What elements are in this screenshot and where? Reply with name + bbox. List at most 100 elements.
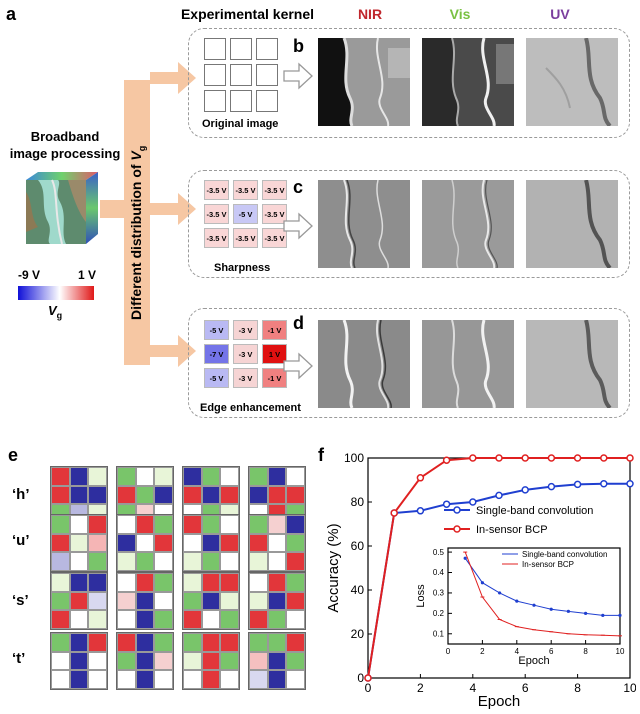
letter-kernel-grid	[248, 466, 306, 524]
data-point	[626, 454, 634, 462]
x-tick-label: 10	[623, 681, 636, 695]
data-point	[469, 498, 477, 506]
letter-kernel-cell	[183, 651, 202, 671]
header-uv: UV	[550, 6, 570, 22]
letter-kernel-cell	[51, 552, 70, 571]
letter-kernel-cell	[135, 651, 155, 671]
letter-kernel-cell	[249, 573, 268, 592]
nir-sharpness-image	[318, 180, 410, 268]
letter-kernel-cell	[201, 467, 221, 486]
letter-kernel-cell	[135, 573, 155, 592]
panel-label-e: e	[8, 445, 19, 465]
letter-kernel-cell	[154, 651, 173, 671]
x-tick-label: 10	[616, 647, 625, 656]
letter-kernel-cell	[88, 610, 107, 629]
letter-kernel-grid	[50, 632, 108, 690]
uv-original-image	[526, 38, 618, 126]
letter-kernel-cell	[117, 573, 136, 592]
x-tick-label: 2	[417, 681, 424, 695]
letter-kernel-cell	[117, 591, 136, 611]
letter-kernel-cell	[88, 533, 107, 553]
letter-kernel-cell	[117, 533, 136, 553]
panel-label-b: b	[293, 36, 304, 56]
panel-label-d: d	[293, 313, 304, 333]
kernel-voltage-cell: -3.5 V	[204, 228, 229, 248]
letter-kernel-cell	[117, 552, 136, 571]
letter-kernel-cell	[220, 591, 239, 611]
letter-kernel-cell	[154, 552, 173, 571]
letter-kernel-cell	[249, 670, 268, 689]
letter-kernel-cell	[117, 651, 136, 671]
letter-kernel-grid	[248, 514, 306, 572]
data-point	[495, 491, 503, 500]
letter-kernel-cell	[154, 485, 173, 505]
kernel-voltage-cell: -3.5 V	[233, 228, 258, 248]
x-tick-label: 0	[365, 681, 372, 695]
x-tick-label: 4	[469, 681, 476, 695]
y-tick-label: 0.4	[433, 568, 445, 577]
letter-kernel-cell	[154, 610, 173, 629]
data-point	[498, 591, 502, 595]
letter-kernel-cell	[154, 515, 173, 534]
letter-kernel-cell	[117, 485, 136, 505]
x-axis-label: Epoch	[518, 655, 549, 667]
letter-kernel-cell	[220, 610, 239, 629]
data-point	[515, 599, 519, 603]
panel-d-box	[188, 308, 630, 418]
caption-sharpness: Sharpness	[214, 262, 271, 274]
letter-kernel-cell	[88, 670, 107, 689]
letter-kernel-cell	[88, 515, 107, 534]
letter-kernel-cell	[220, 533, 239, 553]
letter-kernel-cell	[88, 651, 107, 671]
letter-kernel-cell	[117, 610, 136, 629]
letter-kernel-grid	[116, 572, 174, 630]
letter-kernel-cell	[69, 552, 89, 571]
kernel-cell	[204, 38, 226, 60]
series-line-0	[464, 557, 620, 616]
legend-marker	[453, 506, 461, 514]
original-kernel-grid	[204, 38, 278, 112]
y-axis-label: Accuracy (%)	[325, 523, 342, 612]
hollow-arrow-icon	[283, 352, 313, 380]
nir-original-image	[318, 38, 410, 126]
letter-kernel-cell	[154, 591, 173, 611]
letter-kernel-cell	[135, 610, 155, 629]
letter-kernel-cell	[220, 515, 239, 534]
letter-kernel-cell	[117, 515, 136, 534]
kernel-cell	[204, 64, 226, 86]
letter-kernel-cell	[183, 591, 202, 611]
data-point	[547, 482, 556, 491]
vg-min-label: -9 V	[18, 268, 41, 282]
letter-kernel-cell	[154, 467, 173, 486]
data-point	[532, 603, 536, 607]
letter-kernel-cell	[154, 573, 173, 592]
letter-kernel-cell	[117, 633, 136, 652]
letter-kernel-grid	[116, 632, 174, 690]
kernel-cell	[230, 38, 252, 60]
letter-kernel-cell	[135, 591, 155, 611]
letter-kernel-cell	[183, 633, 202, 652]
data-point	[626, 479, 634, 488]
letter-kernel-cell	[220, 485, 239, 505]
letter-kernel-cell	[183, 573, 202, 592]
letter-kernel-cell	[69, 573, 89, 592]
y-tick-label: 0.3	[433, 589, 445, 598]
letter-kernel-cell	[249, 533, 268, 553]
data-point	[549, 607, 553, 611]
letter-kernel-cell	[135, 633, 155, 652]
letter-kernel-cell	[51, 467, 70, 486]
letter-kernel-cell	[69, 515, 89, 534]
kernel-voltage-cell: -3 V	[233, 344, 258, 364]
kernel-cell	[230, 90, 252, 112]
kernel-voltage-cell: -3.5 V	[233, 180, 258, 200]
letter-kernel-cell	[183, 533, 202, 553]
vg-distribution-axis-label: Different distribution of Vg	[128, 145, 147, 320]
letter-kernel-cell	[88, 573, 107, 592]
data-point	[469, 454, 477, 462]
letter-kernel-cell	[267, 573, 287, 592]
letter-kernel-grid	[248, 632, 306, 690]
data-point	[547, 454, 556, 462]
kernel-voltage-cell: -1 V	[262, 368, 287, 388]
inset-legend-label: In-sensor BCP	[522, 560, 574, 569]
kernel-voltage-cell: -5 V	[204, 368, 229, 388]
